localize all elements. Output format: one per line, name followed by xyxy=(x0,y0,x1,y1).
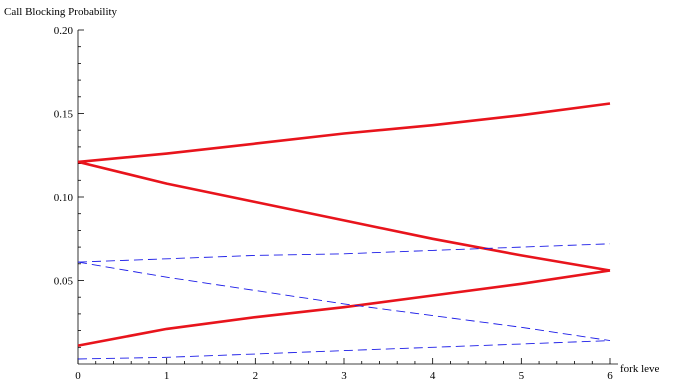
x-tick-label: 5 xyxy=(519,370,525,382)
axes: 0.05 0.10 0.15 0.20 0 1 2 3 4 5 6 xyxy=(54,25,618,382)
dashed-series-line-4 xyxy=(77,261,611,342)
x-tick-label: 1 xyxy=(164,370,170,382)
x-tick-label: 2 xyxy=(253,370,259,382)
x-tick-label: 3 xyxy=(341,370,347,382)
y-tick-label: 0.20 xyxy=(54,25,74,37)
x-axis-title: fork leve xyxy=(620,363,660,375)
y-tick-label: 0.15 xyxy=(54,109,74,121)
y-axis-title: Call Blocking Probability xyxy=(4,6,118,18)
series-layer xyxy=(77,102,611,360)
x-tick-label: 4 xyxy=(430,370,436,382)
solid-series-line-0 xyxy=(77,102,611,164)
x-tick-label: 6 xyxy=(607,370,613,382)
y-tick-label: 0.10 xyxy=(54,192,74,204)
dashed-series-line-3 xyxy=(77,243,611,263)
solid-series-line-1 xyxy=(77,160,611,272)
dashed-series-line-5 xyxy=(77,340,611,360)
x-tick-label: 0 xyxy=(75,370,81,382)
y-tick-label: 0.05 xyxy=(54,276,74,288)
solid-series-line-2 xyxy=(77,269,611,347)
